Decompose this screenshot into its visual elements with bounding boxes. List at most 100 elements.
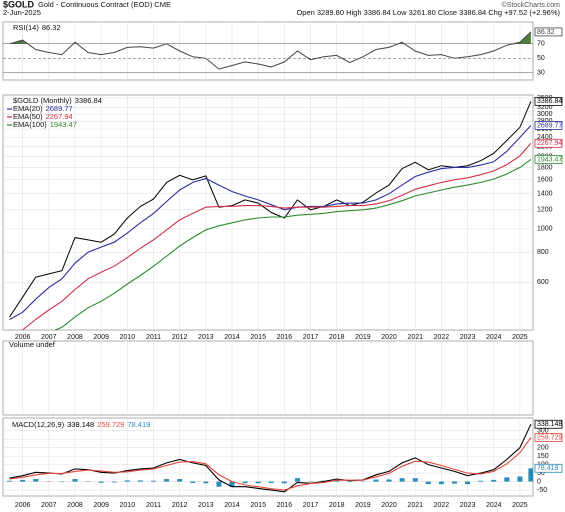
x-tick-label: 2017 — [303, 334, 319, 341]
value-box-label: 3386.84 — [537, 98, 562, 105]
value-box-label: 78.419 — [537, 465, 559, 472]
histogram-bar — [255, 481, 261, 484]
x-tick-label: 2022 — [434, 502, 450, 509]
y-tick-label: 3000 — [537, 111, 553, 118]
date: 2-Jun-2025 — [3, 8, 41, 17]
y-tick-label: 30 — [537, 70, 545, 77]
x-tick-label: 2014 — [224, 334, 240, 341]
x-tick-label: 2013 — [198, 334, 214, 341]
histogram-bar — [528, 468, 533, 482]
x-tick-label: 2021 — [407, 334, 423, 341]
histogram-bar — [177, 479, 183, 482]
histogram-bar — [7, 480, 13, 482]
panel-title: Volume undef — [9, 340, 56, 349]
panel — [2, 94, 534, 331]
value-box-label: 2689.77 — [537, 122, 562, 129]
value-box — [534, 433, 563, 442]
legend-value: 1943.47 — [50, 120, 77, 129]
histogram-bar — [294, 478, 300, 482]
x-tick-label: 2021 — [407, 502, 423, 509]
x-tick-label: 2019 — [355, 334, 371, 341]
y-tick-label: 70 — [537, 41, 545, 48]
x-tick-label: 2015 — [250, 334, 266, 341]
histogram-bar — [20, 479, 26, 482]
histogram-bar — [98, 481, 104, 483]
histogram-bar — [334, 480, 340, 482]
plot-area — [22, 341, 521, 415]
histogram-bar — [124, 480, 130, 482]
histogram-bar — [59, 481, 65, 483]
histogram-bar — [386, 479, 392, 482]
x-tick-label: 2014 — [224, 502, 240, 509]
y-tick-label: 1400 — [537, 191, 553, 198]
y-tick-label: 1000 — [537, 226, 553, 233]
y-tick-label: 2400 — [537, 134, 553, 141]
legend-value: 2267.94 — [46, 112, 73, 121]
x-tick-label: 2025 — [512, 334, 528, 341]
value-box — [534, 138, 563, 148]
x-tick-label: 2012 — [172, 334, 188, 341]
legend-entry: EMA(50) 2267.94 — [13, 112, 73, 121]
symbol: $GOLD — [3, 0, 35, 9]
x-tick-label: 2016 — [277, 502, 293, 509]
series-line — [21, 142, 532, 330]
histogram-bar — [517, 476, 523, 482]
value-box — [534, 121, 563, 130]
series-line — [9, 101, 532, 318]
x-tick-label: 2018 — [329, 334, 345, 341]
histogram-bar — [203, 481, 209, 484]
x-tick-label: 2011 — [146, 334, 161, 341]
x-tick-label: 2011 — [146, 502, 161, 509]
x-tick-label: 2010 — [120, 502, 136, 509]
x-tick-label: 2020 — [381, 334, 397, 341]
legend-value: 2689.77 — [46, 104, 73, 113]
x-tick-label: 2010 — [120, 334, 136, 341]
histogram-bar — [465, 481, 471, 485]
histogram-bar — [281, 481, 287, 484]
legend-name: RSI(14) — [13, 23, 39, 32]
x-tick-label: 2006 — [15, 334, 31, 341]
histogram-bar — [438, 481, 444, 485]
histogram-bar — [504, 477, 510, 482]
histogram-bar — [491, 479, 497, 482]
value-box-label: 259.729 — [537, 434, 562, 441]
y-tick-label: 150 — [537, 453, 549, 460]
histogram-bar — [216, 481, 222, 487]
x-tick-label: 2009 — [93, 334, 109, 341]
histogram-bar — [347, 481, 353, 483]
legend-name: EMA(20) — [13, 104, 43, 113]
x-tick-label: 2023 — [460, 502, 476, 509]
legend-entry: EMA(20) 2689.77 — [13, 104, 73, 113]
y-tick-label: 50 — [537, 470, 545, 477]
y-tick-label: 1200 — [537, 207, 553, 214]
value-box — [534, 155, 563, 164]
y-tick-label: 300 — [537, 428, 549, 435]
histogram-bar — [478, 480, 484, 482]
series-line — [9, 31, 532, 70]
value-box — [534, 463, 563, 473]
x-tick-label: 2009 — [93, 502, 109, 509]
value-box-label: 86.32 — [537, 29, 555, 36]
y-tick-label: 600 — [537, 279, 549, 286]
x-tick-label: 2017 — [303, 502, 319, 509]
x-tick-label: 2008 — [67, 502, 83, 509]
histogram-bar — [164, 479, 170, 482]
y-tick-label: 3200 — [537, 104, 553, 111]
value-box — [534, 27, 563, 37]
series-line — [9, 437, 532, 491]
histogram-bar — [242, 481, 248, 484]
histogram-bar — [412, 478, 418, 482]
y-tick-label: 800 — [537, 249, 549, 256]
panel — [2, 21, 534, 81]
histogram-bar — [229, 481, 235, 487]
x-tick-label: 2024 — [486, 334, 502, 341]
y-tick-label: 0 — [537, 478, 541, 485]
series-line — [9, 125, 532, 320]
x-tick-label: 2006 — [15, 502, 31, 509]
x-tick-label: 2024 — [486, 502, 502, 509]
value-box-label: 338.148 — [537, 421, 562, 428]
quote: Open 3289.80 High 3386.84 Low 3261.80 Cl… — [296, 8, 560, 17]
legend-name: $GOLD (Monthly) — [13, 96, 72, 105]
panel — [2, 340, 534, 416]
x-tick-label: 2025 — [512, 502, 528, 509]
